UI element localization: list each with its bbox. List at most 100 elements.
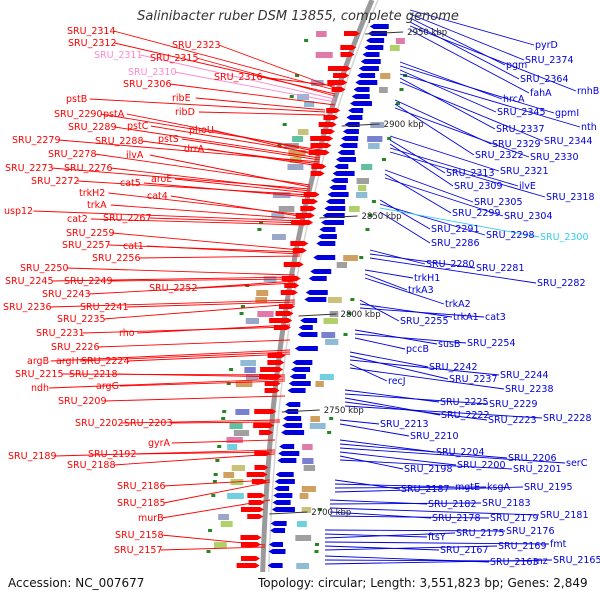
forward-gene-label[interactable]: SRU_2311 xyxy=(94,50,143,61)
forward-gene-label[interactable]: SRU_2272 xyxy=(31,176,80,187)
forward-gene-label[interactable]: argH xyxy=(56,356,79,367)
reverse-gene-label[interactable]: SRU_2322 xyxy=(475,150,524,161)
reverse-gene-label[interactable]: SRU_2200 xyxy=(457,460,506,471)
reverse-gene-label[interactable]: recJ xyxy=(388,376,406,387)
reverse-gene-label[interactable]: SRU_2300 xyxy=(540,232,589,243)
forward-gene-label[interactable]: SRU_2278 xyxy=(48,149,97,160)
forward-gene-label[interactable]: ribD xyxy=(175,107,195,118)
forward-gene-label[interactable]: phoU xyxy=(189,125,214,136)
forward-gene-label[interactable]: trkH2 xyxy=(79,188,105,199)
reverse-gene-label[interactable]: SRU_2238 xyxy=(505,384,554,395)
reverse-gene-label[interactable]: fahA xyxy=(530,88,552,99)
forward-gene-label[interactable]: SRU_2203 xyxy=(124,418,173,429)
forward-gene-label[interactable]: cat2 xyxy=(67,214,88,225)
reverse-gene-label[interactable]: rnz xyxy=(533,556,548,567)
reverse-gene-label[interactable]: SRU_2280 xyxy=(426,259,475,270)
reverse-gene-label[interactable]: mgtE xyxy=(455,482,480,493)
reverse-gene-label[interactable]: SRU_2182 xyxy=(428,499,477,510)
reverse-gene-label[interactable]: SRU_2329 xyxy=(492,139,541,150)
reverse-gene-label[interactable]: SRU_2175 xyxy=(456,528,505,539)
forward-gene-label[interactable]: SRU_2236 xyxy=(3,302,52,313)
forward-gene-label[interactable]: SRU_2186 xyxy=(117,481,166,492)
forward-gene-label[interactable]: ilvA xyxy=(126,150,144,161)
forward-gene-label[interactable]: SRU_2209 xyxy=(58,396,107,407)
reverse-gene-label[interactable]: pyrD xyxy=(535,40,558,51)
reverse-gene-label[interactable]: pccB xyxy=(406,344,429,355)
reverse-gene-label[interactable]: SRU_2244 xyxy=(500,370,549,381)
forward-gene-label[interactable]: SRU_2215 xyxy=(15,369,64,380)
reverse-gene-label[interactable]: SRU_2225 xyxy=(440,397,489,408)
reverse-gene-label[interactable]: susB xyxy=(438,339,460,350)
forward-gene-label[interactable]: SRU_2189 xyxy=(8,451,57,462)
forward-gene-label[interactable]: rho xyxy=(119,328,135,339)
reverse-gene-label[interactable]: serC xyxy=(566,458,588,469)
reverse-gene-label[interactable]: trkA1 xyxy=(453,312,479,323)
reverse-gene-label[interactable]: SRU_2282 xyxy=(537,278,586,289)
forward-gene-label[interactable]: cat5 xyxy=(120,178,141,189)
forward-gene-label[interactable]: SRU_2290 xyxy=(54,109,103,120)
reverse-gene-label[interactable]: trkA2 xyxy=(445,299,471,310)
reverse-gene-label[interactable]: SRU_2321 xyxy=(500,166,549,177)
forward-gene-label[interactable]: SRU_2224 xyxy=(81,356,130,367)
reverse-gene-label[interactable]: SRU_2201 xyxy=(513,464,562,475)
reverse-gene-label[interactable]: SRU_2291 xyxy=(431,224,480,235)
reverse-gene-label[interactable]: SRU_2305 xyxy=(474,197,523,208)
reverse-gene-label[interactable]: nth xyxy=(581,122,597,133)
forward-gene-label[interactable]: SRU_2241 xyxy=(80,302,129,313)
reverse-gene-label[interactable]: ilvE xyxy=(519,181,536,192)
forward-gene-label[interactable]: SRU_2250 xyxy=(20,263,69,274)
forward-gene-label[interactable]: SRU_2252 xyxy=(149,283,198,294)
reverse-gene-label[interactable]: cat3 xyxy=(485,312,506,323)
forward-gene-label[interactable]: SRU_2312 xyxy=(68,38,117,49)
forward-gene-label[interactable]: SRU_2235 xyxy=(57,314,106,325)
reverse-gene-label[interactable]: SRU_2242 xyxy=(429,362,478,373)
reverse-gene-label[interactable]: SRU_2374 xyxy=(525,55,574,66)
forward-gene-label[interactable]: SRU_2192 xyxy=(88,449,137,460)
reverse-gene-label[interactable]: SRU_2187 xyxy=(401,484,450,495)
reverse-gene-label[interactable]: SRU_2337 xyxy=(496,124,545,135)
forward-gene-label[interactable]: SRU_2185 xyxy=(117,498,166,509)
forward-gene-label[interactable]: pstA xyxy=(103,109,125,120)
reverse-gene-label[interactable]: SRU_2304 xyxy=(504,211,553,222)
reverse-gene-label[interactable]: rnhB xyxy=(577,86,599,97)
forward-gene-label[interactable]: SRU_2267 xyxy=(103,213,152,224)
reverse-gene-label[interactable]: SRU_2195 xyxy=(524,482,573,493)
forward-gene-label[interactable]: SRU_2259 xyxy=(66,228,115,239)
reverse-gene-label[interactable]: SRU_2176 xyxy=(506,526,555,537)
reverse-gene-label[interactable]: SRU_2167 xyxy=(440,545,489,556)
reverse-gene-label[interactable]: trkH1 xyxy=(414,273,440,284)
forward-gene-label[interactable]: SRU_2276 xyxy=(64,163,113,174)
forward-gene-label[interactable]: usp12 xyxy=(4,206,33,217)
forward-gene-label[interactable]: pstB xyxy=(66,94,87,105)
forward-gene-label[interactable]: SRU_2288 xyxy=(95,136,144,147)
forward-gene-label[interactable]: SRU_2218 xyxy=(69,369,118,380)
forward-gene-label[interactable]: SRU_2314 xyxy=(67,26,116,37)
forward-gene-label[interactable]: SRU_2157 xyxy=(114,545,163,556)
reverse-gene-label[interactable]: SRU_2229 xyxy=(489,399,538,410)
reverse-gene-label[interactable]: pgm xyxy=(506,60,527,71)
forward-gene-label[interactable]: SRU_2289 xyxy=(68,122,117,133)
forward-gene-label[interactable]: pstC xyxy=(127,121,149,132)
reverse-gene-label[interactable]: SRU_2313 xyxy=(446,168,495,179)
reverse-gene-label[interactable]: SRU_2364 xyxy=(520,74,569,85)
forward-gene-label[interactable]: argG xyxy=(96,381,119,392)
forward-gene-label[interactable]: SRU_2315 xyxy=(150,53,199,64)
reverse-gene-label[interactable]: ksgA xyxy=(487,482,510,493)
forward-gene-label[interactable]: SRU_2231 xyxy=(36,328,85,339)
reverse-gene-label[interactable]: SRU_2181 xyxy=(540,510,589,521)
forward-gene-label[interactable]: cat1 xyxy=(123,241,144,252)
reverse-gene-label[interactable]: SRU_2210 xyxy=(410,431,459,442)
forward-gene-label[interactable]: gyrA xyxy=(148,438,171,449)
reverse-gene-label[interactable]: SRU_2255 xyxy=(400,316,449,327)
forward-gene-label[interactable]: SRU_2306 xyxy=(123,79,172,90)
forward-gene-label[interactable]: SRU_2273 xyxy=(5,163,54,174)
reverse-gene-label[interactable]: SRU_2344 xyxy=(544,136,593,147)
reverse-gene-label[interactable]: trkA3 xyxy=(408,285,434,296)
reverse-gene-label[interactable]: ftsY xyxy=(428,532,446,543)
reverse-gene-label[interactable]: SRU_2228 xyxy=(543,413,592,424)
reverse-gene-label[interactable]: SRU_2169 xyxy=(498,541,547,552)
reverse-gene-label[interactable]: SRU_2222 xyxy=(441,410,490,421)
reverse-gene-label[interactable]: SRU_2254 xyxy=(467,338,516,349)
reverse-gene-label[interactable]: SRU_2298 xyxy=(486,230,535,241)
forward-gene-label[interactable]: trkA xyxy=(87,200,107,211)
